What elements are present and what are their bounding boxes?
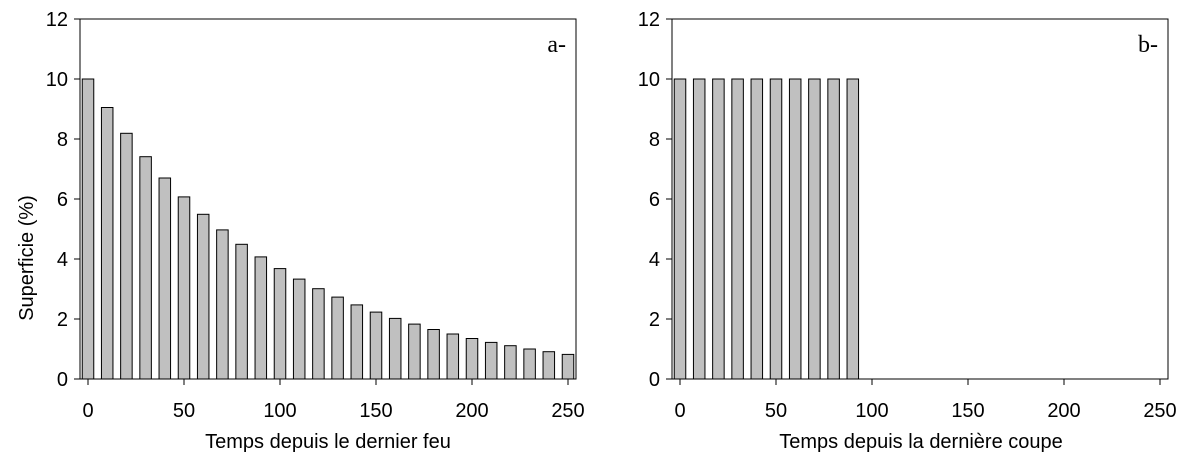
x-axis-label: Temps depuis le dernier feu: [205, 431, 451, 453]
bar: [100, 107, 114, 380]
bar: [465, 338, 479, 380]
bar: [846, 78, 860, 380]
bar: [484, 341, 498, 380]
x-tick-label: 250: [1143, 400, 1176, 422]
bar: [808, 78, 821, 380]
x-tick-label: 50: [173, 400, 195, 422]
bar: [827, 78, 840, 380]
x-tick-label: 200: [455, 400, 488, 422]
bar: [769, 78, 783, 380]
bar: [350, 304, 364, 380]
y-axis-label: Superficie (%): [16, 195, 38, 321]
x-tick-label: 200: [1047, 400, 1080, 422]
bar: [254, 256, 268, 380]
bar: [81, 78, 95, 380]
x-axis-label: Temps depuis la dernière coupe: [779, 431, 1063, 453]
x-tick-label: 250: [551, 400, 584, 422]
bar: [427, 329, 440, 380]
x-tick-label: 0: [674, 400, 685, 422]
bar: [139, 156, 152, 380]
bar: [177, 196, 191, 380]
bar: [369, 311, 383, 380]
panel-label: b-: [1138, 32, 1158, 58]
bar: [273, 268, 287, 380]
plot-area: [79, 18, 577, 380]
bar: [292, 278, 306, 380]
y-tick-label: 0: [57, 369, 68, 391]
bar: [158, 177, 172, 380]
y-tick-label: 2: [57, 309, 68, 331]
bar: [561, 353, 575, 380]
bar: [388, 317, 402, 380]
y-tick-label: 4: [649, 249, 660, 271]
y-tick-label: 8: [649, 129, 660, 151]
bar: [408, 323, 421, 380]
x-tick-label: 150: [951, 400, 984, 422]
y-tick-label: 8: [57, 129, 68, 151]
bar: [750, 78, 764, 380]
x-tick-label: 100: [263, 400, 296, 422]
chart-panel-a: Superficie (%) Temps depuis le dernier f…: [16, 9, 585, 453]
y-tick-label: 12: [638, 9, 660, 31]
bar: [216, 229, 229, 380]
bar: [504, 345, 517, 380]
bar: [542, 351, 556, 380]
x-tick-label: 150: [359, 400, 392, 422]
x-tick-label: 100: [855, 400, 888, 422]
bar: [196, 213, 210, 380]
plot-area: [671, 18, 1169, 380]
bar: [692, 78, 706, 380]
y-tick-label: 0: [649, 369, 660, 391]
bar: [331, 296, 344, 380]
chart-panel-b: Temps depuis la dernière coupe b- 0 2 4 6 8 1…: [638, 9, 1177, 453]
y-tick-label: 10: [638, 69, 660, 91]
panel-label: a-: [547, 32, 566, 58]
bar: [731, 78, 744, 380]
bar: [235, 243, 248, 380]
y-tick-label: 12: [46, 9, 68, 31]
bar: [673, 78, 687, 380]
x-tick-label: 50: [765, 400, 787, 422]
y-tick-label: 2: [649, 309, 660, 331]
y-tick-label: 4: [57, 249, 68, 271]
bar: [120, 132, 133, 380]
y-tick-label: 6: [57, 189, 68, 211]
bar: [523, 348, 536, 380]
bar: [312, 288, 325, 380]
y-tick-label: 6: [649, 189, 660, 211]
bar: [446, 333, 460, 380]
x-tick-label: 0: [82, 400, 93, 422]
y-tick-label: 10: [46, 69, 68, 91]
bar: [712, 78, 725, 380]
bar: [788, 78, 802, 380]
